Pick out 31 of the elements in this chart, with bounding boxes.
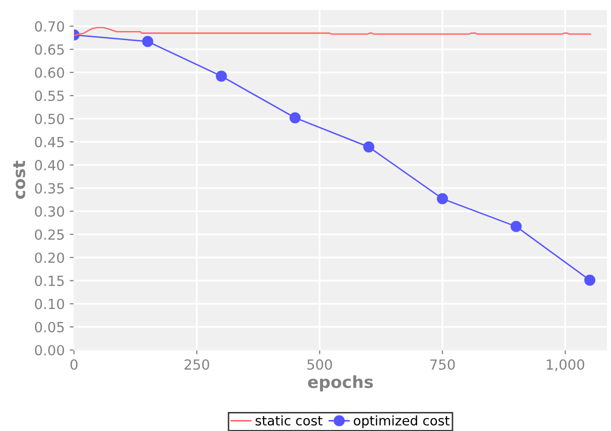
- y-tick-label: 0.60: [34, 67, 64, 78]
- x-tick-label: 500: [307, 359, 332, 370]
- x-tick-label: 0: [70, 359, 78, 370]
- x-tick-label: 250: [184, 359, 210, 370]
- y-tick-label: 0.55: [34, 90, 64, 102]
- y-tick-label: 0.25: [34, 229, 64, 240]
- legend-label: optimized cost: [354, 415, 450, 428]
- point: [510, 220, 522, 232]
- y-tick-label: 0.10: [34, 298, 64, 310]
- y-tick-label: 0.50: [34, 114, 64, 124]
- y-tick-label: 0.20: [34, 252, 64, 263]
- point: [290, 112, 301, 124]
- y-axis-title: cost: [13, 160, 26, 199]
- y-tick-label: 0.45: [34, 136, 64, 148]
- x-axis-title: epochs: [308, 375, 373, 392]
- y-tick-label: 0.05: [34, 322, 64, 332]
- x-tick-label: 1,000: [546, 359, 584, 372]
- point: [216, 70, 227, 82]
- point: [142, 36, 154, 48]
- y-tick-label: 0.40: [34, 160, 64, 170]
- y-tick-label: 0.35: [34, 183, 64, 194]
- legend-label: static cost: [256, 415, 322, 426]
- point: [584, 274, 596, 286]
- y-tick-label: 0.30: [34, 206, 64, 217]
- y-tick-label: 0.00: [34, 344, 64, 356]
- point: [363, 141, 374, 152]
- y-tick-label: 0.65: [34, 44, 64, 55]
- point: [436, 193, 448, 204]
- x-tick-label: 750: [430, 359, 455, 370]
- y-tick-label: 0.70: [34, 21, 64, 32]
- y-tick-label: 0.15: [34, 276, 64, 286]
